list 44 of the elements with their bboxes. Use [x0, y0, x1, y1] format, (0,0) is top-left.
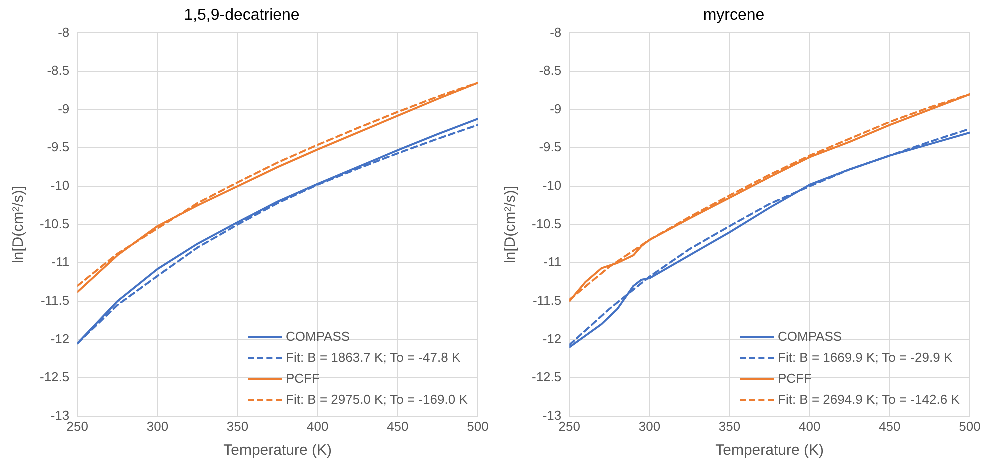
chart-title: 1,5,9-decatriene [184, 7, 300, 24]
x-tick-label: 500 [959, 418, 981, 434]
legend-label: Fit: B = 2975.0 K; To = -169.0 K [286, 392, 468, 408]
y-tick-label: -11 [544, 254, 562, 270]
legend-label: COMPASS [778, 329, 842, 344]
x-tick-label: 300 [146, 418, 169, 434]
y-tick-label: -11 [52, 254, 70, 270]
y-tick-label: -11.5 [40, 293, 70, 308]
x-tick-label: 400 [799, 418, 821, 434]
y-tick-label: -8.5 [47, 63, 70, 78]
legend-label: Fit: B = 1669.9 K; To = -29.9 K [778, 350, 953, 366]
x-tick-label: 300 [638, 418, 661, 434]
y-tick-label: -12.5 [532, 370, 562, 385]
y-tick-label: -8.5 [539, 63, 562, 78]
x-tick-label: 500 [467, 418, 489, 434]
y-tick-label: -8 [58, 24, 70, 40]
y-tick-label: -9.5 [539, 140, 562, 155]
legend-label: COMPASS [286, 329, 350, 344]
y-axis-title: ln[D(cm²/s)] [10, 186, 28, 264]
y-tick-label: -10 [542, 178, 562, 194]
y-tick-label: -10.5 [40, 216, 70, 232]
x-tick-label: 450 [387, 418, 409, 434]
y-tick-label: -10 [50, 178, 70, 194]
y-tick-label: -11.5 [532, 293, 562, 308]
y-tick-label: -9 [550, 101, 562, 116]
legend-label: PCFF [286, 371, 320, 386]
y-tick-label: -9.5 [47, 140, 70, 155]
y-axis-title: ln[D(cm²/s)] [502, 186, 520, 264]
y-tick-label: -12 [542, 331, 562, 346]
y-tick-label: -9 [58, 101, 70, 116]
legend-label: Fit: B = 2694.9 K; To = -142.6 K [778, 392, 960, 408]
chart-title: myrcene [703, 7, 765, 24]
x-tick-label: 350 [718, 418, 741, 434]
y-tick-label: -12.5 [40, 370, 70, 385]
x-tick-label: 400 [307, 418, 329, 434]
x-tick-label: 450 [879, 418, 901, 434]
y-tick-label: -8 [550, 24, 562, 40]
y-tick-label: -12 [50, 331, 70, 346]
y-tick-label: -10.5 [532, 216, 562, 232]
x-axis-title: Temperature (K) [224, 442, 332, 460]
x-axis-title: Temperature (K) [716, 442, 824, 460]
legend-label: PCFF [778, 371, 812, 386]
legend-label: Fit: B = 1863.7 K; To = -47.8 K [286, 350, 461, 366]
x-tick-label: 350 [226, 418, 249, 434]
